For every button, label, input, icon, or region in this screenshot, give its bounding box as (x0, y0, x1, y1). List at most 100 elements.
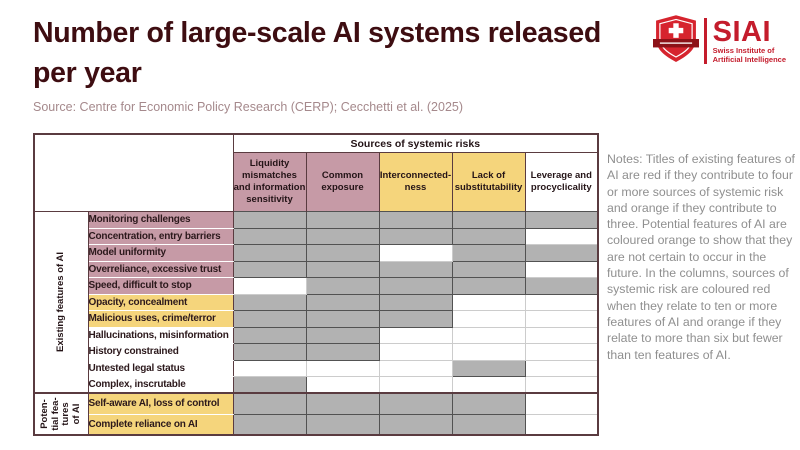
matrix-cell-filled (305, 227, 380, 245)
matrix-cell-empty (524, 227, 599, 245)
matrix-cell-empty (524, 392, 599, 415)
matrix-cell-empty (378, 326, 453, 344)
matrix-cell-filled (378, 260, 453, 278)
column-header: Common exposure (305, 152, 379, 212)
matrix-cell-empty (305, 359, 380, 377)
risk-matrix-table: Sources of systemic risks Liquidity misma… (33, 133, 600, 436)
matrix-cell-filled (232, 392, 307, 415)
matrix-cell-filled (232, 293, 307, 311)
matrix-cell-empty (524, 293, 599, 311)
matrix-cell-filled (232, 211, 307, 229)
matrix-cell-filled (232, 326, 307, 344)
column-header: Lack of substitutability (451, 152, 525, 212)
matrix-cell-filled (451, 211, 526, 229)
matrix-cell-empty (524, 310, 599, 328)
matrix-cell-filled (305, 326, 380, 344)
rotated-group-label: Existing features of AI (55, 252, 66, 352)
matrix-cell-filled (305, 343, 380, 361)
column-header: Interconnected-ness (378, 152, 452, 212)
corner-cell (34, 134, 234, 212)
matrix-cell-filled (232, 376, 307, 394)
matrix-cell-filled (451, 244, 526, 262)
matrix-cell-filled (378, 277, 453, 295)
matrix-cell-filled (232, 244, 307, 262)
matrix-cell-filled (305, 260, 380, 278)
matrix-cell-empty (524, 359, 599, 377)
logo-divider (703, 18, 707, 64)
column-header: Leverage and procyclicality (524, 152, 599, 212)
matrix-cell-filled (305, 211, 380, 229)
row-label: Complete reliance on AI (88, 414, 234, 436)
siai-logo: SIAI Swiss Institute of Artificial Intel… (652, 11, 786, 72)
source-line: Source: Centre for Economic Policy Resea… (33, 100, 464, 114)
row-label: Speed, difficult to stop (88, 277, 234, 295)
matrix-cell-empty (305, 376, 380, 394)
matrix-cell-filled (305, 392, 380, 415)
column-header: Liquidity mismatches and information sen… (232, 152, 306, 212)
row-label: Malicious uses, crime/terror (88, 310, 234, 328)
row-label: Complex, inscrutable (88, 376, 234, 394)
matrix-cell-empty (451, 326, 526, 344)
group-label-existing-features-of-ai: Existing features of AI (34, 211, 89, 393)
matrix-cell-empty (524, 343, 599, 361)
row-label: Self-aware AI, loss of control (88, 392, 234, 415)
matrix-cell-filled (451, 260, 526, 278)
matrix-cell-filled (232, 413, 307, 436)
matrix-cell-filled (305, 413, 380, 436)
matrix-cell-filled (305, 277, 380, 295)
matrix-cell-filled (378, 310, 453, 328)
matrix-cell-empty (451, 343, 526, 361)
rotated-group-label: Poten- tial fea- tures of AI (39, 397, 82, 431)
matrix-cell-empty (232, 277, 307, 295)
row-label: History constrained (88, 343, 234, 361)
matrix-cell-filled (305, 293, 380, 311)
matrix-cell-filled (451, 392, 526, 415)
siai-shield-icon (652, 11, 699, 72)
matrix-cell-filled (451, 359, 526, 377)
matrix-cell-filled (378, 227, 453, 245)
logo-tagline-line2: Artificial Intelligence (712, 55, 786, 64)
matrix-cell-filled (378, 293, 453, 311)
matrix-cell-filled (232, 343, 307, 361)
matrix-cell-empty (378, 359, 453, 377)
page-title: Number of large-scale AI systems release… (33, 17, 601, 89)
matrix-cell-filled (378, 413, 453, 436)
matrix-cell-filled (451, 227, 526, 245)
matrix-cell-filled (524, 277, 599, 295)
group-label-potential-features-of-ai: Poten- tial fea- tures of AI (34, 392, 89, 435)
matrix-cell-empty (524, 413, 599, 436)
matrix-cell-filled (451, 277, 526, 295)
matrix-cell-filled (232, 310, 307, 328)
matrix-cell-empty (378, 343, 453, 361)
matrix-cell-filled (524, 244, 599, 262)
matrix-cell-filled (524, 211, 599, 229)
logo-text: SIAI Swiss Institute of Artificial Intel… (712, 16, 786, 65)
matrix-cell-filled (232, 227, 307, 245)
matrix-cell-filled (232, 260, 307, 278)
matrix-cell-empty (451, 376, 526, 394)
row-label: Model uniformity (88, 244, 234, 262)
sources-of-systemic-risks-header: Sources of systemic risks (233, 134, 599, 153)
matrix-cell-empty (378, 376, 453, 394)
notes-text: Notes: Titles of existing features of AI… (607, 152, 795, 362)
matrix-cell-filled (305, 310, 380, 328)
matrix-cell-empty (378, 244, 453, 262)
matrix-cell-empty (451, 310, 526, 328)
matrix-cell-filled (378, 211, 453, 229)
matrix-cell-filled (451, 413, 526, 436)
row-label: Opacity, concealment (88, 294, 234, 311)
matrix-cell-empty (451, 293, 526, 311)
matrix-cell-filled (378, 392, 453, 415)
logo-tagline-line1: Swiss Institute of (712, 46, 775, 55)
row-label: Overreliance, excessive trust (88, 261, 234, 278)
matrix-cell-empty (524, 326, 599, 344)
matrix-cell-filled (305, 244, 380, 262)
row-label: Concentration, entry barriers (88, 228, 234, 245)
row-label: Hallucinations, misinformation (88, 327, 234, 344)
logo-acronym: SIAI (712, 16, 772, 48)
row-label: Monitoring challenges (88, 211, 234, 229)
matrix-cell-empty (232, 359, 307, 377)
matrix-cell-empty (524, 260, 599, 278)
row-label: Untested legal status (88, 360, 234, 377)
